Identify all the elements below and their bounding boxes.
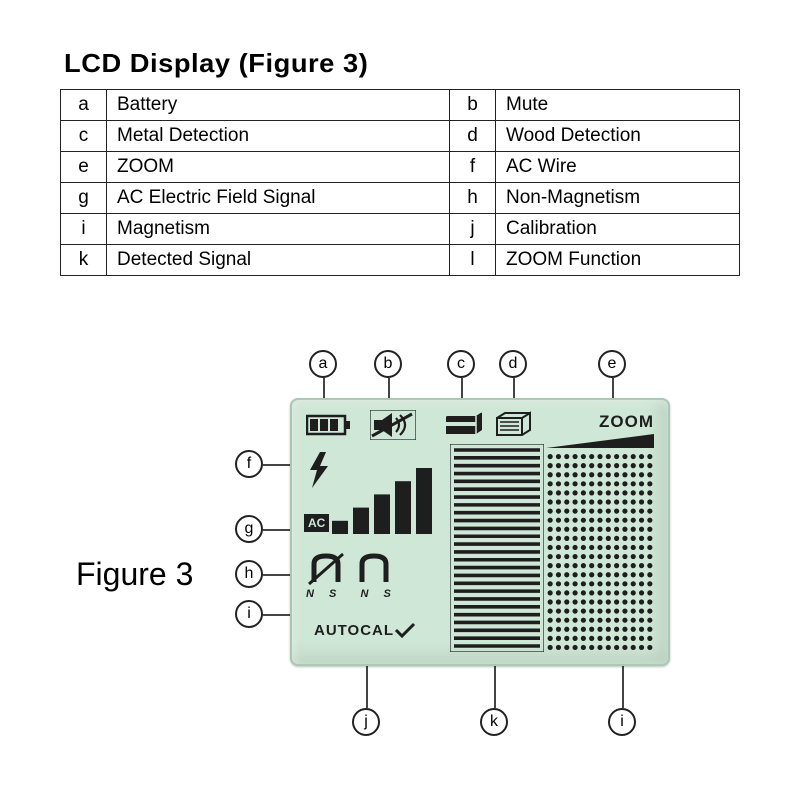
legend-key: g	[61, 183, 107, 214]
ac-wire-icon	[306, 452, 332, 488]
callout-g: g	[235, 515, 263, 543]
zoom-label: ZOOM	[599, 412, 654, 432]
mute-icon	[370, 410, 416, 440]
legend-value: Wood Detection	[496, 121, 740, 152]
non-magnetism-icon	[306, 552, 346, 588]
signal-bars-icon	[332, 468, 442, 534]
legend-value: ZOOM	[107, 152, 450, 183]
legend-key: f	[450, 152, 496, 183]
legend-value: AC Electric Field Signal	[107, 183, 450, 214]
zoom-arrow-icon	[546, 434, 654, 448]
legend-key: l	[450, 245, 496, 276]
legend-key: i	[61, 214, 107, 245]
metal-icon	[442, 410, 486, 440]
legend-value: Mute	[496, 90, 740, 121]
figure-diagram: Figure 3 a b c d e f g h i j k i	[0, 320, 800, 770]
legend-key: a	[61, 90, 107, 121]
legend-value: Magnetism	[107, 214, 450, 245]
legend-value: Metal Detection	[107, 121, 450, 152]
table-row: aBatterybMute	[61, 90, 740, 121]
callout-b: b	[374, 350, 402, 378]
table-row: kDetected SignallZOOM Function	[61, 245, 740, 276]
battery-icon	[306, 414, 352, 436]
legend-value: Non-Magnetism	[496, 183, 740, 214]
callout-j: j	[352, 708, 380, 736]
table-row: eZOOMfAC Wire	[61, 152, 740, 183]
table-row: cMetal DetectiondWood Detection	[61, 121, 740, 152]
legend-key: d	[450, 121, 496, 152]
table-row: gAC Electric Field SignalhNon-Magnetism	[61, 183, 740, 214]
callout-f: f	[235, 450, 263, 478]
lcd-panel: ZOOM AC N S N S AUTOCAL	[290, 398, 670, 666]
callout-i2: i	[608, 708, 636, 736]
callout-c: c	[447, 350, 475, 378]
legend-key: b	[450, 90, 496, 121]
detected-signal-icon	[450, 444, 544, 652]
autocal-label: AUTOCAL	[314, 622, 394, 639]
legend-key: c	[61, 121, 107, 152]
callout-e: e	[598, 350, 626, 378]
legend-value: ZOOM Function	[496, 245, 740, 276]
legend-table: aBatterybMutecMetal DetectiondWood Detec…	[60, 89, 740, 276]
legend-value: Battery	[107, 90, 450, 121]
section-title: LCD Display (Figure 3)	[64, 48, 774, 79]
ac-label: AC	[304, 514, 329, 532]
callout-a: a	[309, 350, 337, 378]
magnetism-icon	[354, 552, 394, 588]
table-row: iMagnetismjCalibration	[61, 214, 740, 245]
legend-key: h	[450, 183, 496, 214]
callout-h: h	[235, 560, 263, 588]
legend-value: Detected Signal	[107, 245, 450, 276]
callout-k: k	[480, 708, 508, 736]
figure-label: Figure 3	[76, 556, 193, 593]
legend-value: Calibration	[496, 214, 740, 245]
callout-i: i	[235, 600, 263, 628]
callout-d: d	[499, 350, 527, 378]
legend-value: AC Wire	[496, 152, 740, 183]
legend-key: k	[61, 245, 107, 276]
legend-key: j	[450, 214, 496, 245]
magnet-poles-label: N S N S	[306, 588, 397, 600]
zoom-grid-icon	[546, 452, 654, 652]
wood-icon	[494, 410, 534, 440]
legend-key: e	[61, 152, 107, 183]
